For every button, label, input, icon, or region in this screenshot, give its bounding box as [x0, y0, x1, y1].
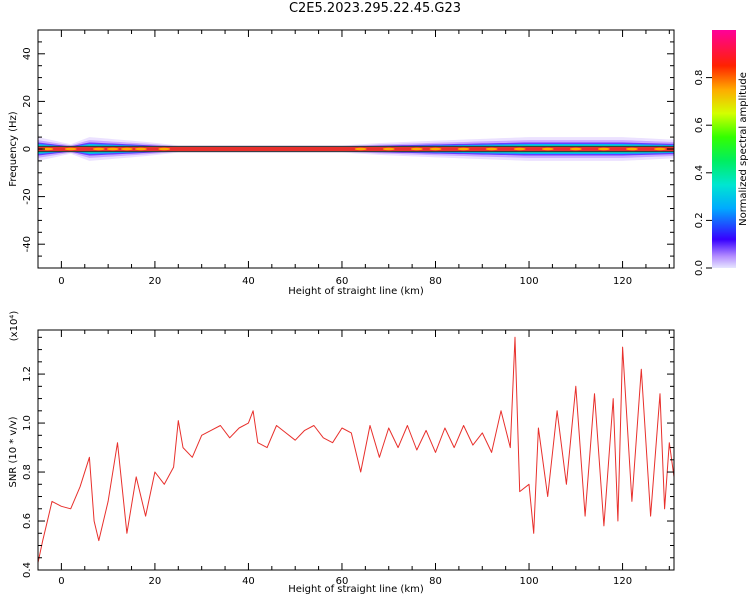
y-tick-label: 1.0: [22, 415, 33, 431]
x-tick-label: 40: [242, 276, 255, 287]
y-tick-label: 0.4: [22, 562, 33, 578]
spectrogram-blob: [134, 147, 147, 151]
colorbar-tick-label: 0.8: [694, 70, 705, 86]
snr-series-line: [38, 336, 674, 563]
figure-title: C2E5.2023.295.22.45.G23: [288, 1, 462, 16]
spectrogram-blob: [625, 147, 638, 151]
y-tick-label: 20: [22, 95, 33, 108]
snr-frame: [37, 329, 675, 571]
x-tick-label: 80: [429, 276, 442, 287]
x-tick-label: 100: [519, 276, 538, 287]
spectrogram-blob: [382, 147, 395, 151]
x-tick-label: 0: [58, 576, 64, 587]
spectrogram-blob: [485, 147, 498, 151]
spectrogram-x-axis: 0 20 40 60 80 100 120: [37, 30, 670, 287]
x-tick-label: 20: [149, 276, 162, 287]
colorbar-tick-label: 0.6: [694, 117, 705, 133]
spectrogram-blob: [41, 147, 54, 151]
y-tick-label: 40: [22, 47, 33, 60]
spectrogram-blob: [92, 147, 105, 151]
spectrogram-y-axis: -40 -20 0 20 40: [22, 41, 674, 257]
snr-x-label: Height of straight line (km): [288, 584, 424, 595]
spectrogram-x-label: Height of straight line (km): [288, 286, 424, 297]
x-tick-label: 60: [336, 276, 349, 287]
spectrogram-blob: [429, 147, 442, 151]
spectrogram-y-label: Frequency (Hz): [8, 111, 19, 187]
colorbar-label: Normalized spectral amplitude: [738, 72, 749, 226]
y-tick-label: 0.8: [22, 464, 33, 480]
spectrogram-blob: [597, 147, 610, 151]
spectrogram-blob: [457, 147, 470, 151]
spectrogram-blob: [120, 147, 133, 151]
colorbar-ticks: 0.0 0.2 0.4 0.6 0.8: [694, 70, 712, 276]
colorbar-gradient: [712, 30, 736, 268]
spectrogram-blob: [513, 147, 526, 151]
snr-y-axis: 0.4 0.6 0.8 1.0 1.2: [22, 336, 674, 578]
spectrogram-blob: [354, 147, 367, 151]
snr-series-group: [38, 336, 674, 563]
spectrogram-blob: [653, 147, 666, 151]
colorbar-tick-label: 0.0: [694, 260, 705, 276]
y-tick-label: 0: [22, 146, 33, 152]
x-tick-label: 20: [149, 576, 162, 587]
spectrogram-blob: [410, 147, 423, 151]
colorbar: 0.0 0.2 0.4 0.6 0.8 Normalized spectral ampl…: [694, 30, 749, 276]
spectrogram-blob: [158, 147, 171, 151]
spectrogram-band: [38, 137, 674, 161]
x-tick-label: 120: [613, 576, 632, 587]
y-tick-label: -40: [22, 236, 33, 252]
spectrogram-panel: 0 20 40 60 80 100 120 -40 -20 0 20 40 Height of st…: [8, 29, 675, 297]
snr-x-axis: 0 20 40 60 80 100 120: [37, 330, 670, 587]
y-tick-label: 0.6: [22, 513, 33, 529]
colorbar-tick-label: 0.4: [694, 165, 705, 181]
spectrogram-blob: [106, 147, 119, 151]
x-tick-label: 60: [336, 576, 349, 587]
snr-multiplier-label: (x10⁴): [9, 311, 20, 342]
snr-y-label: SNR (10 * v/v): [8, 416, 19, 487]
y-tick-label: -20: [22, 188, 33, 204]
x-tick-label: 120: [613, 276, 632, 287]
x-tick-label: 100: [519, 576, 538, 587]
x-tick-label: 0: [58, 276, 64, 287]
x-tick-label: 80: [429, 576, 442, 587]
spectrogram-blob: [569, 147, 582, 151]
spectrogram-blob: [541, 147, 554, 151]
snr-panel: 0 20 40 60 80 100 120 0.4 0.6 0.8 1.0 1.2 Height o…: [8, 311, 675, 595]
x-tick-label: 40: [242, 576, 255, 587]
y-tick-label: 1.2: [22, 366, 33, 382]
spectrogram-blob: [64, 147, 77, 151]
colorbar-tick-label: 0.2: [694, 212, 705, 228]
